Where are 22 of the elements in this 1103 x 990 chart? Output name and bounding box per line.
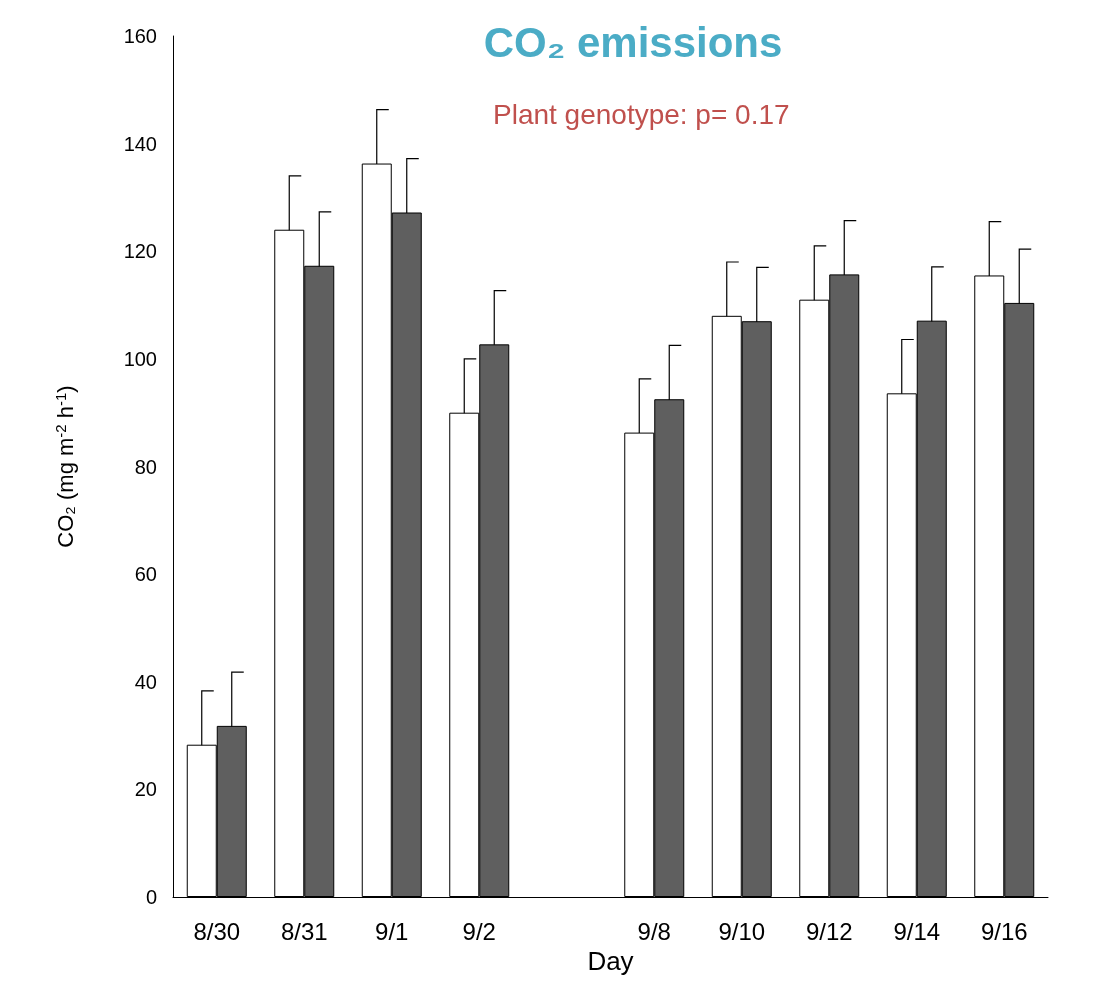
x-tick-label: 9/2 <box>462 917 496 945</box>
x-tick-label: 9/12 <box>805 917 853 945</box>
x-tick-label: 8/31 <box>280 917 328 945</box>
y-tick-label: 20 <box>134 778 157 801</box>
x-tick-label: 9/16 <box>980 917 1028 945</box>
x-axis-title: Day <box>587 945 634 976</box>
y-tick-label: 120 <box>123 240 157 263</box>
x-tick-label: 9/14 <box>893 917 941 945</box>
y-tick-label: 160 <box>123 25 157 47</box>
x-tick-label: 8/30 <box>193 917 241 945</box>
annotation: Plant genotype: p= 0.17 <box>493 98 790 130</box>
y-tick-label: 140 <box>123 132 157 155</box>
x-tick-label: 9/10 <box>718 917 766 945</box>
y-tick-label: 80 <box>134 455 157 478</box>
x-tick-label: 9/8 <box>637 917 671 945</box>
y-tick-label: 0 <box>145 886 157 908</box>
chart-title: CO₂ emissions <box>483 18 783 66</box>
y-tick-label: 60 <box>134 563 157 586</box>
y-tick-label: 40 <box>134 670 157 693</box>
y-tick-label: 100 <box>123 347 157 370</box>
x-tick-label: 9/1 <box>375 917 409 945</box>
y-axis-title: CO₂ (mg m-2 h-1) <box>52 385 78 548</box>
